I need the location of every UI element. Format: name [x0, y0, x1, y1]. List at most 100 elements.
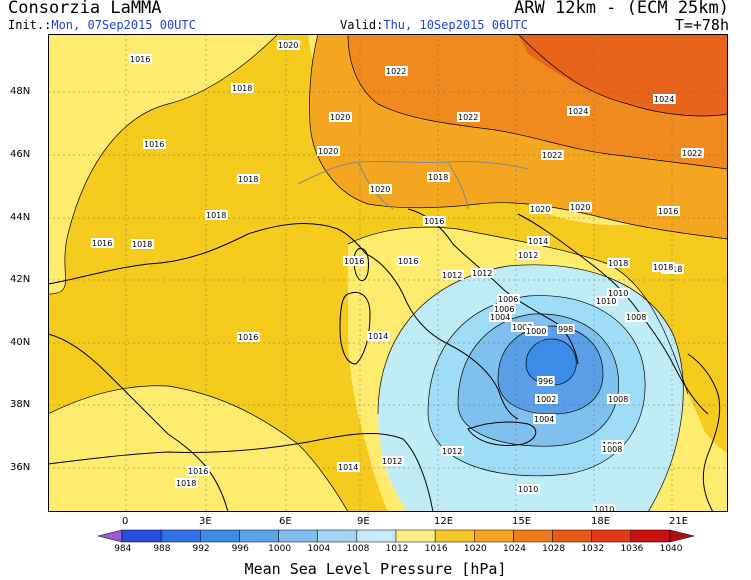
latitude-label: 38N [10, 399, 31, 410]
isobar-label: 1020 [369, 184, 392, 194]
colorbar-label: 1036 [620, 544, 644, 554]
colorbar-cell [395, 529, 436, 543]
colorbar-cell [121, 529, 162, 543]
svg-text:998: 998 [558, 325, 573, 334]
longitude-label: 12E [434, 516, 454, 527]
colorbar-label: 1008 [346, 544, 370, 554]
svg-text:1018: 1018 [653, 263, 673, 272]
svg-text:1004: 1004 [490, 313, 510, 322]
latitude-label: 36N [10, 462, 31, 473]
colorbar-cell [474, 529, 514, 543]
colorbar-label: 1016 [424, 544, 448, 554]
svg-text:1022: 1022 [458, 113, 478, 122]
svg-text:1020: 1020 [278, 41, 298, 50]
colorbar-low-arrow [97, 529, 123, 543]
isobar-label: 1016 [397, 256, 420, 266]
latitude-label: 48N [10, 86, 31, 97]
svg-text:1008: 1008 [608, 395, 628, 404]
svg-text:1024: 1024 [654, 95, 674, 104]
colorbar-cell [434, 529, 475, 543]
valid-value: Thu, 10Sep2015 06UTC [383, 18, 528, 32]
init-time: Init.:Mon, 07Sep2015 00UTC [8, 18, 196, 32]
colorbar-label: 1028 [542, 544, 566, 554]
isobar-label: 1018 [237, 174, 260, 184]
isobar-label: 1012 [381, 456, 404, 466]
svg-text:1018: 1018 [132, 240, 152, 249]
pressure-zone-1016-west [48, 34, 278, 294]
isobar-label: 1010 [607, 288, 630, 298]
svg-text:1016: 1016 [130, 55, 150, 64]
colorbar-label: 992 [192, 544, 210, 554]
isobar-label: 1018 [205, 210, 228, 220]
svg-text:1016: 1016 [144, 140, 164, 149]
isobar-label: 1004 [489, 312, 512, 322]
isobar-label: 1022 [681, 148, 704, 158]
colorbar-cell [160, 529, 201, 543]
isobar-label: 1020 [277, 40, 300, 50]
longitude-label: 15E [512, 516, 532, 527]
svg-text:1008: 1008 [602, 445, 622, 454]
isobar-label: 1008 [607, 394, 630, 404]
colorbar-cell [200, 529, 240, 543]
isobar-label: 1012 [441, 270, 464, 280]
isobar-label: 1024 [567, 106, 590, 116]
svg-text:1012: 1012 [382, 457, 402, 466]
svg-text:1022: 1022 [386, 67, 406, 76]
svg-text:1016: 1016 [398, 257, 418, 266]
isobar-label: 1020 [529, 204, 552, 214]
pressure-zone-1016-coast [48, 385, 348, 512]
colorbar-label: 1024 [503, 544, 526, 554]
isobar-label: 1016 [129, 54, 152, 64]
isobar-label: 1018 [652, 262, 675, 272]
isobar-label: 1010 [595, 296, 618, 306]
svg-text:1014: 1014 [528, 237, 548, 246]
svg-text:1002: 1002 [512, 323, 532, 332]
colorbar-label: 1012 [385, 544, 409, 554]
svg-text:1012: 1012 [442, 447, 462, 456]
isobar-label: 1002 [535, 394, 558, 404]
svg-text:1016: 1016 [238, 333, 258, 342]
low-996 [526, 338, 577, 386]
svg-text:1020: 1020 [330, 113, 350, 122]
longitude-label: 18E [591, 516, 611, 527]
svg-text:1016: 1016 [188, 467, 208, 476]
isobar-label: 1014 [527, 236, 550, 246]
colorbar-label: 996 [231, 544, 249, 554]
colorbar-cell [513, 529, 553, 543]
colorbar-label: 988 [153, 544, 171, 554]
isobar-label: 1018 [607, 258, 630, 268]
isobar-label: 1022 [457, 112, 480, 122]
isobar-label: 1006 [493, 304, 516, 314]
isobar-label: 1010 [593, 504, 616, 512]
colorbar-cell [591, 529, 632, 543]
longitude-label: 9E [357, 516, 370, 527]
svg-text:1010: 1010 [596, 297, 616, 306]
init-label: Init.: [8, 18, 52, 32]
svg-text:1012: 1012 [518, 251, 538, 260]
svg-text:1014: 1014 [338, 463, 358, 472]
colorbar-high-arrow [669, 529, 695, 543]
colorbar-cell [630, 529, 671, 543]
longitude-label: 21E [669, 516, 689, 527]
colorbar-cell [239, 529, 279, 543]
isobar-label: 1018 [131, 239, 154, 249]
isobars [48, 34, 728, 512]
svg-text:1018: 1018 [232, 84, 252, 93]
isobar-label: 1012 [471, 268, 494, 278]
longitude-label: 6E [279, 516, 292, 527]
isobar-label: 1006 [497, 294, 520, 304]
svg-text:1006: 1006 [494, 305, 514, 314]
svg-text:1006: 1006 [498, 295, 518, 304]
svg-text:1020: 1020 [530, 205, 550, 214]
forecast-step: T=+78h [674, 16, 729, 34]
colorbar-label: 1020 [463, 544, 487, 554]
isobar-label: 1016 [143, 139, 166, 149]
svg-text:1010: 1010 [518, 485, 538, 494]
isobar-label: 1012 [517, 250, 540, 260]
svg-text:1008: 1008 [626, 313, 646, 322]
svg-text:1002: 1002 [536, 395, 556, 404]
isobar-label: 1014 [367, 331, 390, 341]
colorbar-label: 984 [114, 544, 132, 554]
svg-text:1018: 1018 [206, 211, 226, 220]
svg-text:1022: 1022 [682, 149, 702, 158]
